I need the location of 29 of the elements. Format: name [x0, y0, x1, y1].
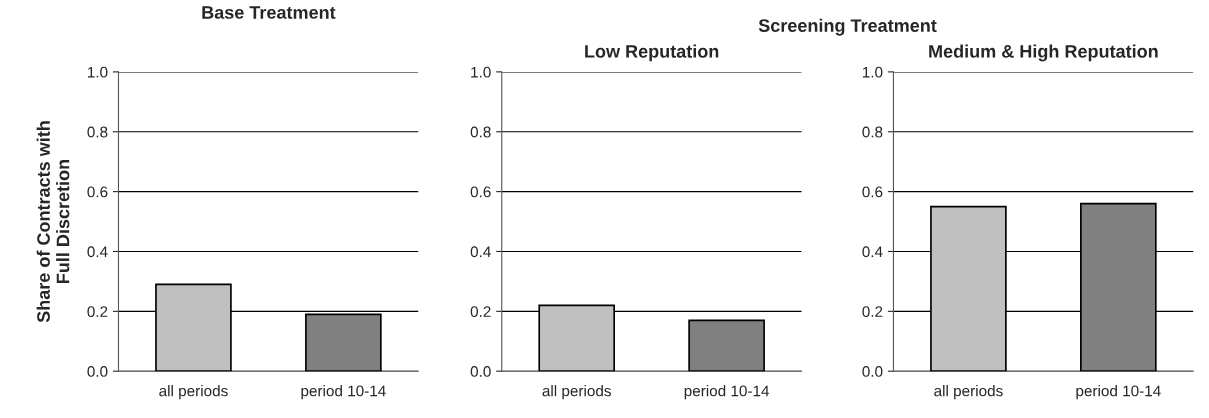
chart-title: Base Treatment [202, 6, 336, 19]
x-tick-label: period 10-14 [684, 385, 770, 400]
y-tick-label: 0.6 [862, 186, 883, 198]
y-tick-label: 0.2 [470, 306, 491, 318]
y-tick-label: 1.0 [862, 66, 883, 78]
y-tick-label: 0.2 [862, 306, 883, 318]
y-tick-label: 0.2 [87, 306, 108, 318]
y-tick-label: 0.6 [470, 186, 491, 198]
y-tick-label: 0.4 [87, 246, 108, 258]
y-tick-label: 1.0 [471, 66, 491, 78]
chart-title: Medium & High Reputation [929, 44, 1158, 62]
y-axis-title: Share of Contracts with Full Discretion [36, 121, 70, 323]
y-tick-label: 0.4 [470, 246, 491, 258]
y-tick-label: 1.0 [87, 66, 108, 78]
y-tick-label: 0.8 [862, 126, 883, 138]
x-tick-label: all periods [934, 385, 1003, 400]
x-tick-label: period 10-14 [301, 385, 386, 400]
y-tick-label: 0.8 [470, 126, 491, 138]
y-tick-label: 0.0 [862, 366, 883, 377]
y-tick-label: 0.8 [87, 126, 108, 138]
x-tick-label: all periods [159, 385, 228, 400]
x-tick-label: all periods [542, 385, 611, 400]
chart-title: Low Reputation [585, 44, 719, 62]
text: Screening Treatment [758, 18, 937, 36]
y-tick-label: 0.0 [470, 366, 491, 377]
y-tick-label: 0.6 [87, 186, 108, 198]
x-tick-label: period 10-14 [1076, 385, 1161, 400]
y-tick-label: 0.0 [87, 366, 108, 377]
y-tick-label: 0.4 [862, 246, 883, 258]
